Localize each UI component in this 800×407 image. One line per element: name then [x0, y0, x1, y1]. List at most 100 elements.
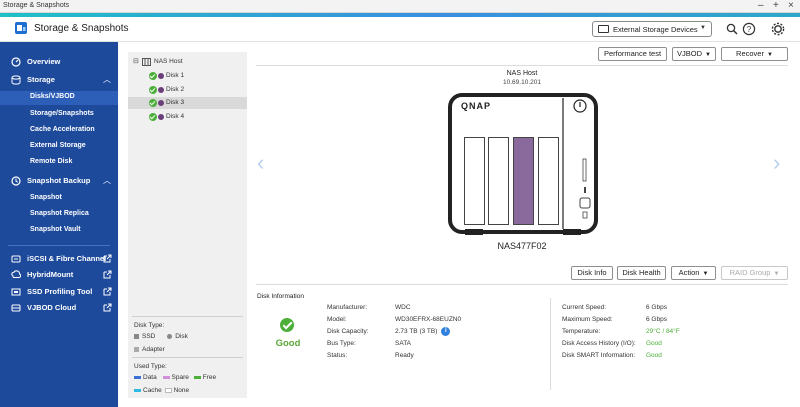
disk-capacity-label: Disk Capacity: [327, 328, 369, 335]
search-icon[interactable] [725, 22, 739, 36]
maximum-speed-label: Maximum Speed: [562, 316, 613, 323]
close-button[interactable]: × [788, 0, 794, 11]
hybridmount-icon [11, 270, 21, 278]
next-arrow-icon[interactable]: › [773, 150, 781, 175]
disk-bay-1[interactable] [464, 137, 485, 225]
bus-type-label: Bus Type: [327, 340, 356, 347]
sidebar-item-overview[interactable]: Overview [0, 55, 118, 69]
sidebar-item-label: Disks/VJBOD [30, 93, 75, 100]
action-dropdown[interactable]: Action ▼ [671, 266, 716, 280]
disk-type-legend-row: Adapter [134, 346, 165, 353]
legend-divider [132, 357, 243, 358]
manufacturer-label: Manufacturer: [327, 304, 368, 311]
adapter-swatch [134, 346, 139, 352]
status-ok-icon [149, 72, 157, 80]
health-good-icon [280, 318, 294, 332]
bus-type-value: SATA [395, 340, 412, 347]
info-icon[interactable]: i [441, 327, 451, 336]
legend-label: SSD [142, 333, 156, 340]
sidebar-item-external-storage[interactable]: External Storage [0, 140, 118, 154]
sidebar-item-storage-snapshots[interactable]: Storage/Snapshots [0, 108, 118, 122]
external-drive-icon [598, 25, 609, 33]
disk-type-icon [158, 114, 164, 120]
chevron-down-icon: ▼ [702, 271, 709, 277]
tree-node-disk-1[interactable]: Disk 1 [128, 70, 247, 82]
recover-dropdown[interactable]: Recover ▼ [721, 47, 788, 61]
nas-ip-address: 10.69.10.201 [503, 79, 541, 86]
disk-tree-panel: ⊟ NAS Host Disk 1 Disk 2 Disk 3 Disk 4 D… [128, 52, 247, 398]
legend-label: Adapter [142, 346, 165, 353]
disk-info-button[interactable]: Disk Info [571, 266, 613, 280]
disk-smart-label: Disk SMART Information: [562, 352, 636, 359]
model-label: Model: [327, 316, 347, 323]
legend-label: Spare [171, 374, 189, 381]
nas-host-icon [142, 58, 151, 66]
chevron-up-icon[interactable]: ︿ [103, 176, 111, 185]
tree-node-disk-3[interactable]: Disk 3 [128, 97, 247, 109]
tree-node-disk-2[interactable]: Disk 2 [128, 84, 247, 96]
sidebar-item-hybridmount[interactable]: HybridMount [0, 268, 118, 282]
legend-label: Free [202, 374, 217, 381]
disk-bay-3[interactable] [513, 137, 534, 225]
window-title: Storage & Snapshots [3, 2, 70, 9]
status-ok-icon [149, 86, 157, 94]
previous-arrow-icon[interactable]: ‹ [257, 150, 265, 175]
sidebar-item-label: iSCSI & Fibre Channel [27, 254, 107, 263]
sidebar-item-iscsi[interactable]: iSCSI & Fibre Channel [0, 252, 118, 266]
external-storage-devices-dropdown[interactable]: External Storage Devices ▼ [592, 21, 712, 37]
ssd-swatch [134, 333, 139, 339]
raid-group-dropdown[interactable]: RAID Group ▼ [721, 266, 788, 280]
settings-icon[interactable] [771, 22, 785, 36]
performance-test-button[interactable]: Performance test [598, 47, 667, 61]
model-value: WD30EFRX-68EUZN0 [395, 316, 462, 323]
chevron-down-icon: ▼ [766, 52, 773, 58]
disk-bay-4[interactable] [538, 137, 559, 225]
sidebar-item-snapshot-backup[interactable]: Snapshot Backup ︿ [0, 174, 118, 188]
sidebar-item-label: Storage/Snapshots [30, 110, 94, 117]
sidebar-item-storage[interactable]: Storage ︿ [0, 73, 118, 87]
external-link-icon [103, 303, 112, 312]
tree-node-disk-4[interactable]: Disk 4 [128, 111, 247, 123]
overview-icon [11, 57, 21, 67]
vjbod-cloud-icon [11, 304, 21, 312]
sidebar-item-cache-acceleration[interactable]: Cache Acceleration [0, 124, 118, 138]
used-type-legend-row: Data Spare Free [134, 374, 216, 381]
svg-text:?: ? [747, 25, 752, 34]
disk-type-icon [158, 73, 164, 79]
manufacturer-value: WDC [395, 304, 411, 311]
collapse-icon[interactable]: ⊟ [133, 58, 139, 65]
disk-access-history-value: Good [646, 340, 662, 347]
disk-capacity-value-row: 2.73 TB (3 TB) i [395, 327, 451, 336]
minimize-button[interactable]: – [758, 0, 764, 11]
chevron-up-icon[interactable]: ︿ [103, 75, 111, 84]
sidebar-item-label: External Storage [30, 142, 86, 149]
sidebar-item-label: Storage [27, 75, 55, 84]
legend-label: None [173, 387, 190, 394]
status-ok-icon [149, 99, 157, 107]
sidebar-item-ssd-profiling-tool[interactable]: SSD Profiling Tool [0, 285, 118, 299]
sidebar-item-snapshot-vault[interactable]: Snapshot Vault [0, 224, 118, 238]
window-titlebar: Storage & Snapshots – + × [0, 0, 800, 13]
temperature-label: Temperature: [562, 328, 601, 335]
sidebar-item-label: Overview [27, 57, 61, 66]
external-link-icon [103, 287, 112, 296]
maximize-button[interactable]: + [773, 0, 779, 11]
sidebar-item-snapshot-replica[interactable]: Snapshot Replica [0, 208, 118, 222]
sidebar-item-snapshot[interactable]: Snapshot [0, 192, 118, 206]
vjbod-dropdown[interactable]: VJBOD ▼ [672, 47, 716, 61]
tree-node-nas-host[interactable]: ⊟ NAS Host [128, 56, 247, 68]
sidebar-item-disks-vjbod[interactable]: Disks/VJBOD [0, 91, 118, 105]
disk-smart-value: Good [646, 352, 662, 359]
disk-bay-2[interactable] [488, 137, 509, 225]
disk-health-button[interactable]: Disk Health [617, 266, 666, 280]
sidebar-item-label: Snapshot Vault [30, 226, 81, 233]
help-icon[interactable]: ? [742, 22, 756, 36]
data-swatch [134, 375, 141, 379]
sidebar-item-label: Snapshot Replica [30, 210, 89, 217]
actions-divider [256, 284, 788, 285]
current-speed-label: Current Speed: [562, 304, 607, 311]
free-swatch [193, 375, 201, 379]
sidebar-item-vjbod-cloud[interactable]: VJBOD Cloud [0, 301, 118, 315]
qnap-logo: QNAP [461, 101, 492, 111]
sidebar-item-remote-disk[interactable]: Remote Disk [0, 156, 118, 170]
